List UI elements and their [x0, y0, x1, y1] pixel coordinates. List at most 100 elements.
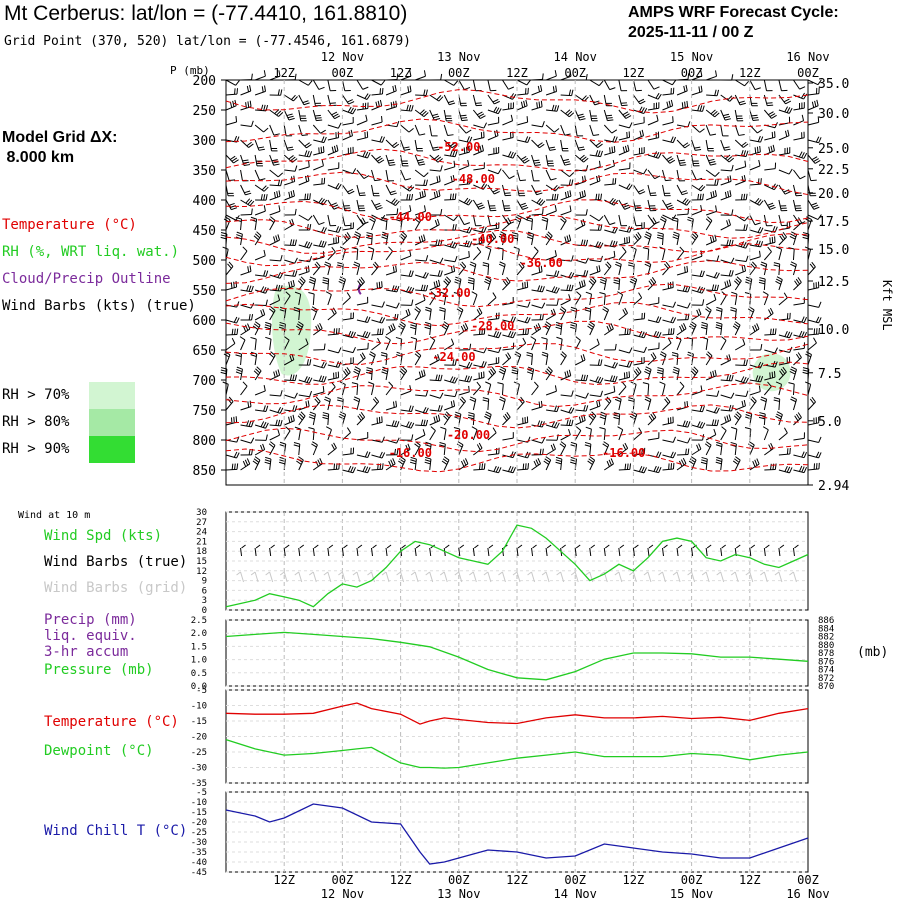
wind-barb	[732, 456, 741, 471]
wind-barb	[341, 199, 351, 212]
wind-barb	[647, 169, 661, 180]
wind-barb-flag	[376, 282, 378, 289]
wind-barb	[704, 441, 712, 456]
wind-barb	[715, 441, 723, 456]
wind-barb-flag	[776, 411, 783, 416]
wind-barb-shaft	[327, 399, 331, 411]
wind-barb-flag	[609, 222, 616, 226]
wind-barb	[705, 351, 713, 366]
surface-wind-barb-grid-flag	[527, 571, 532, 576]
wind-barb-shaft	[269, 259, 281, 262]
top-hour-label: 00Z	[564, 66, 586, 80]
wind-barb-flag	[322, 414, 329, 417]
wind-barb-flag	[747, 308, 754, 313]
wind-barb-shaft	[254, 75, 266, 81]
wind-barb	[691, 405, 705, 413]
wind-barb-flag	[546, 368, 552, 374]
wind-barb-flag	[275, 284, 278, 291]
wind-barb-shaft	[705, 240, 717, 246]
wind-barb	[385, 381, 394, 396]
wind-barb-flag	[550, 177, 557, 181]
wind-barb	[647, 79, 660, 90]
surface-wind-barb-grid	[541, 571, 550, 583]
wind-barb-flag	[447, 134, 454, 136]
wind-barb-flag	[700, 70, 703, 77]
wind-barb-shaft	[618, 136, 630, 141]
wind-barb	[473, 236, 485, 246]
wind-barb	[544, 231, 553, 246]
wind-barb-shaft	[327, 124, 339, 129]
wind-barb-flag	[308, 160, 310, 167]
wind-barb-flag	[614, 136, 618, 143]
wind-barb	[632, 79, 642, 92]
wind-barb-shaft	[443, 343, 454, 351]
wind-barb-shaft	[618, 79, 622, 91]
wind-barb	[633, 312, 646, 321]
wind-barb-shaft	[487, 169, 499, 175]
wind-barb-flag	[712, 111, 718, 116]
wind-barb	[676, 457, 687, 471]
height-tick-label: 15.0	[818, 243, 849, 258]
wind-barb-shaft	[269, 169, 279, 178]
wind-barb-shaft	[240, 424, 252, 428]
wind-barb-flag	[361, 217, 366, 224]
wind-barb-shaft	[589, 270, 601, 276]
wind-barb	[253, 231, 262, 246]
wind-barb-flag	[379, 316, 383, 323]
wind-barb	[793, 151, 808, 159]
wind-barb-shaft	[501, 248, 504, 261]
surface-wind-barb-grid-flag	[672, 571, 678, 576]
wind-barb	[618, 122, 633, 129]
wind-barb-flag	[702, 299, 705, 306]
wind-barb-shaft	[313, 183, 325, 186]
wind-barb	[749, 458, 760, 471]
wind-barb-shaft	[705, 434, 717, 441]
wind-barb-flag	[534, 161, 541, 164]
wind-barb-flag	[670, 451, 674, 458]
wind-barb-flag	[406, 286, 410, 293]
wind-barb-flag	[231, 337, 236, 344]
wind-barb-shaft	[516, 139, 528, 143]
wind-barb-shaft	[589, 124, 594, 136]
wind-barb	[642, 247, 650, 261]
wind-barb-flag	[784, 191, 791, 195]
wind-barb	[516, 79, 531, 86]
surface-wind-barb-grid	[614, 571, 623, 583]
wind-barb-flag	[622, 111, 629, 116]
wind-barb-shaft	[720, 169, 732, 172]
wind-barb-flag	[388, 381, 394, 387]
wind-barb	[662, 316, 677, 324]
wind-barb-flag	[442, 323, 449, 328]
wind-barb	[516, 199, 529, 210]
wind-barb-flag	[270, 351, 276, 356]
wind-barb-flag	[233, 281, 235, 288]
wind-barb-flag	[220, 371, 227, 375]
wind-barb-flag	[290, 415, 293, 422]
wind-barb	[604, 323, 614, 336]
wind-barb	[574, 139, 585, 151]
wind-barb-flag	[304, 241, 308, 247]
wind-barb	[599, 427, 606, 441]
wind-barb-flag	[570, 441, 577, 445]
wind-barb-flag	[541, 302, 546, 309]
surface-wind-barb-grid	[454, 571, 463, 583]
wind-barb-flag	[585, 374, 589, 381]
wind-barb	[293, 441, 301, 456]
wind-barb-flag	[512, 332, 517, 339]
wind-barb-flag	[249, 400, 252, 407]
pressure-axis-tick: 876	[818, 657, 834, 667]
wind-barb-flag	[333, 206, 340, 210]
wind-barb-flag	[424, 326, 431, 330]
wind-barb	[560, 89, 574, 97]
wind-barb-flag	[273, 236, 276, 243]
wind-barb-flag	[394, 285, 397, 292]
wind-barb-flag	[797, 412, 802, 418]
wind-barb-flag	[684, 144, 690, 149]
wind-barb-flag	[354, 368, 360, 373]
wind-barb	[720, 154, 735, 163]
wind-barb-flag	[404, 148, 411, 151]
wind-barb-flag	[656, 114, 659, 121]
wind-barb-shaft	[618, 264, 622, 276]
surface-wind-barb-grid-flag	[323, 571, 329, 576]
wind-barb-flag	[596, 266, 599, 273]
